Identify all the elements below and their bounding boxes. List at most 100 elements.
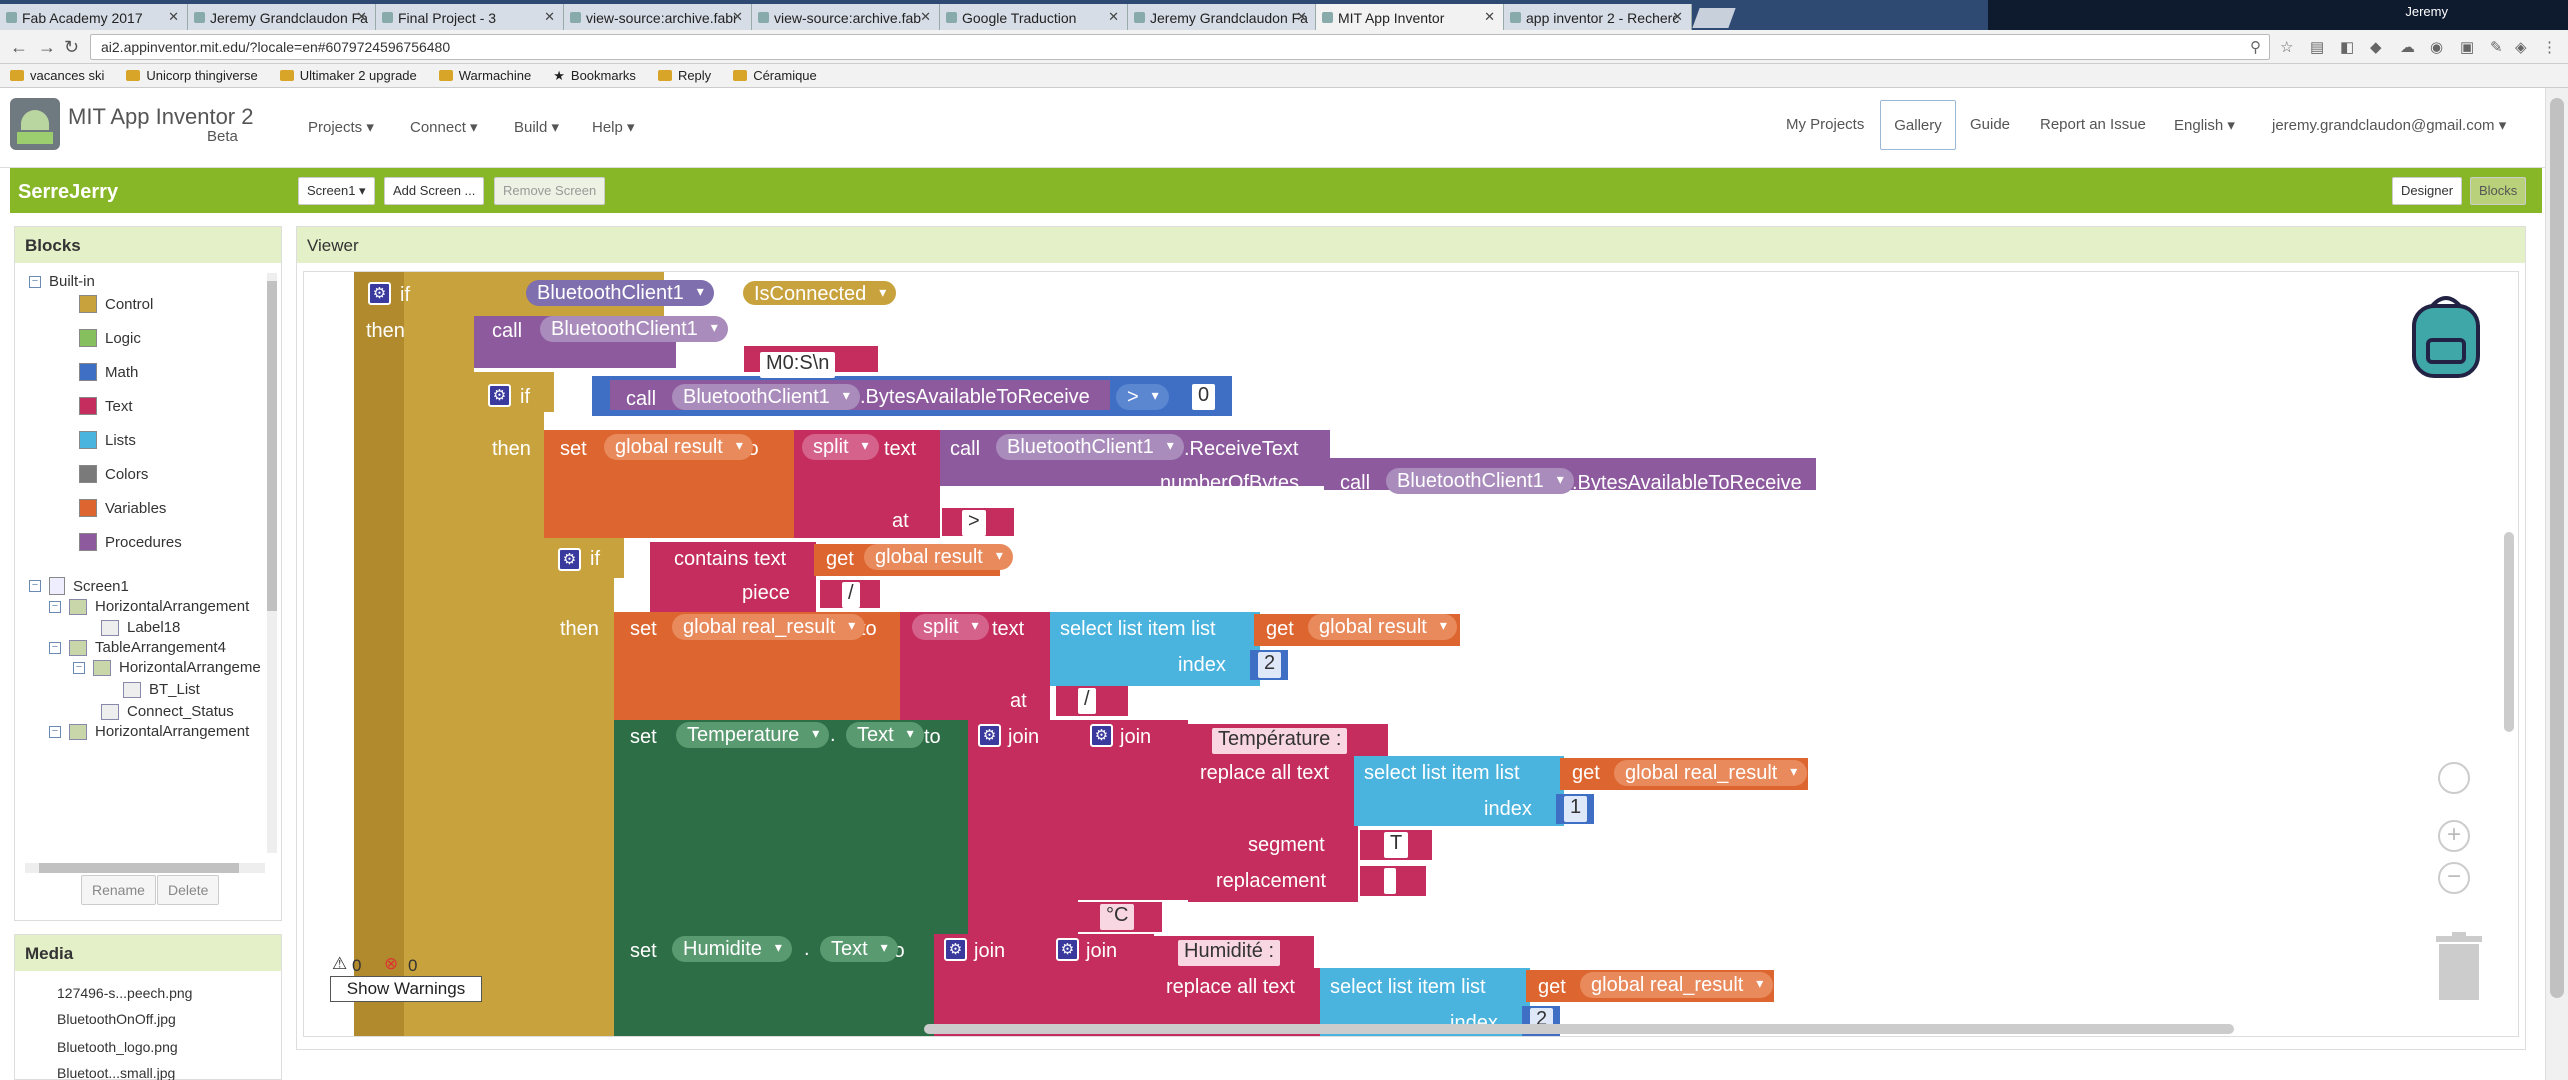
- text-string[interactable]: /: [842, 582, 860, 608]
- reload-icon[interactable]: ↻: [64, 37, 80, 57]
- inner-if-block[interactable]: [474, 372, 544, 1036]
- scrollbar-thumb[interactable]: [39, 863, 239, 873]
- account-menu[interactable]: jeremy.grandclaudon@gmail.com ▾: [2272, 117, 2507, 134]
- component-dropdown[interactable]: BluetoothClient1: [996, 434, 1184, 460]
- bookmark-item[interactable]: Ultimaker 2 upgrade: [279, 68, 417, 83]
- tab-close-icon[interactable]: ✕: [1484, 9, 1495, 24]
- property-dropdown[interactable]: Text: [846, 722, 924, 748]
- chrome-menu-icon[interactable]: ⋮: [2542, 39, 2557, 56]
- menu-build[interactable]: Build ▾: [514, 119, 560, 136]
- split-dropdown[interactable]: split: [802, 434, 879, 460]
- inner-if-header[interactable]: [474, 372, 554, 412]
- extension-icon[interactable]: ✎: [2490, 39, 2503, 56]
- workspace-vertical-scrollbar[interactable]: [2504, 532, 2514, 732]
- operator-dropdown[interactable]: >: [1116, 384, 1169, 410]
- page-scrollbar[interactable]: [2545, 88, 2568, 1080]
- report-issue-link[interactable]: Report an Issue: [2040, 116, 2146, 133]
- browser-tab[interactable]: Google Traduction ✕: [940, 4, 1128, 30]
- account-name[interactable]: Jeremy: [2405, 4, 2448, 19]
- variable-dropdown[interactable]: global result: [604, 434, 753, 460]
- category-variables[interactable]: Variables: [79, 499, 166, 517]
- tree-component[interactable]: − TableArrangement4: [49, 639, 226, 656]
- category-text[interactable]: Text: [79, 397, 133, 415]
- collapse-icon[interactable]: −: [49, 725, 61, 738]
- if-block[interactable]: [404, 272, 474, 1036]
- extension-icon[interactable]: ◆: [2370, 39, 2382, 56]
- workspace-horizontal-scrollbar[interactable]: [924, 1024, 2234, 1034]
- text-string[interactable]: T: [1384, 832, 1409, 858]
- tree-component[interactable]: − HorizontalArrangement: [49, 598, 249, 615]
- media-file[interactable]: BluetoothOnOff.jpg: [57, 1011, 176, 1027]
- browser-tab[interactable]: app inventor 2 - Recherc ✕: [1504, 4, 1692, 30]
- app-inventor-logo-icon[interactable]: [10, 98, 60, 150]
- bookmark-item[interactable]: Céramique: [733, 68, 817, 83]
- join-inner-block[interactable]: [1078, 720, 1188, 900]
- extension-icon[interactable]: ◉: [2430, 39, 2444, 56]
- number-field[interactable]: 2: [1258, 652, 1282, 678]
- menu-projects[interactable]: Projects ▾: [308, 119, 374, 136]
- tree-screen1[interactable]: − Screen1: [29, 577, 129, 595]
- tab-close-icon[interactable]: ✕: [168, 9, 179, 24]
- text-string[interactable]: Humidité :: [1178, 940, 1281, 966]
- text-string[interactable]: >: [962, 510, 986, 536]
- collapse-icon[interactable]: −: [29, 275, 41, 288]
- variable-dropdown[interactable]: global result: [1308, 614, 1457, 640]
- tab-close-icon[interactable]: ✕: [544, 9, 555, 24]
- mutator-gear-icon[interactable]: ⚙: [944, 938, 967, 961]
- tab-close-icon[interactable]: ✕: [920, 9, 931, 24]
- mutator-gear-icon[interactable]: ⚙: [1056, 938, 1079, 961]
- split-dropdown[interactable]: split: [912, 614, 989, 640]
- bookmark-item[interactable]: vacances ski: [10, 68, 104, 83]
- mutator-gear-icon[interactable]: ⚙: [1090, 724, 1113, 747]
- tab-close-icon[interactable]: ✕: [356, 9, 367, 24]
- extension-icon[interactable]: ☁: [2400, 39, 2415, 56]
- guide-link[interactable]: Guide: [1970, 116, 2011, 133]
- text-string[interactable]: Température :: [1212, 728, 1348, 754]
- language-menu[interactable]: English ▾: [2174, 117, 2235, 134]
- browser-tab[interactable]: Final Project - 3 ✕: [376, 4, 564, 30]
- browser-tab[interactable]: Fab Academy 2017 ✕: [0, 4, 188, 30]
- menu-connect[interactable]: Connect ▾: [410, 119, 478, 136]
- back-icon[interactable]: ←: [10, 37, 28, 57]
- bookmark-item[interactable]: Reply: [657, 68, 711, 83]
- category-logic[interactable]: Logic: [79, 329, 141, 347]
- property-dropdown[interactable]: Text: [820, 936, 898, 962]
- designer-button[interactable]: Designer: [2392, 177, 2463, 205]
- tree-vertical-scrollbar[interactable]: [267, 273, 277, 853]
- zoom-out-icon[interactable]: −: [2438, 862, 2470, 894]
- category-procedures[interactable]: Procedures: [79, 533, 182, 551]
- tab-close-icon[interactable]: ✕: [1108, 9, 1119, 24]
- component-dropdown[interactable]: BluetoothClient1: [540, 316, 728, 342]
- remove-screen-button[interactable]: Remove Screen: [494, 177, 606, 205]
- star-icon[interactable]: ☆: [2280, 39, 2294, 56]
- blocks-workspace[interactable]: ⚙ ⚙ ⚙ ⚙ ⚙ ⚙ ⚙ if then call text if call …: [303, 271, 2519, 1037]
- component-dropdown[interactable]: BluetoothClient1: [1386, 468, 1574, 494]
- media-file[interactable]: 127496-s...peech.png: [57, 985, 193, 1001]
- join-outer-block[interactable]: [968, 720, 1078, 934]
- variable-dropdown[interactable]: global real_result: [672, 614, 866, 640]
- text-string[interactable]: /: [1078, 688, 1096, 714]
- collapse-icon[interactable]: −: [73, 661, 85, 674]
- tab-close-icon[interactable]: ✕: [1672, 9, 1683, 24]
- mutator-gear-icon[interactable]: ⚙: [488, 384, 511, 407]
- browser-tab[interactable]: Jeremy Grandclaudon Fa ✕: [188, 4, 376, 30]
- mutator-gear-icon[interactable]: ⚙: [558, 548, 581, 571]
- collapse-icon[interactable]: −: [49, 600, 61, 613]
- nested-if-header[interactable]: [544, 538, 624, 578]
- browser-tab[interactable]: view-source:archive.fabi ✕: [564, 4, 752, 30]
- scrollbar-thumb[interactable]: [2550, 98, 2564, 998]
- collapse-icon[interactable]: −: [49, 641, 61, 654]
- show-warnings-button[interactable]: Show Warnings: [330, 976, 482, 1002]
- category-lists[interactable]: Lists: [79, 431, 136, 449]
- component-dropdown[interactable]: BluetoothClient1: [526, 280, 714, 306]
- bookmark-item[interactable]: ★ Bookmarks: [553, 67, 636, 84]
- tree-builtin[interactable]: − Built-in: [29, 273, 95, 290]
- select-list-item-block[interactable]: [1354, 756, 1564, 826]
- text-string[interactable]: M0:S\n: [760, 352, 836, 378]
- scrollbar-thumb[interactable]: [267, 281, 277, 611]
- tree-component[interactable]: − HorizontalArrangeme: [73, 659, 261, 676]
- variable-dropdown[interactable]: global result: [864, 544, 1013, 570]
- category-colors[interactable]: Colors: [79, 465, 148, 483]
- url-field[interactable]: ai2.appinventor.mit.edu/?locale=en#60797…: [90, 34, 2270, 60]
- contains-block[interactable]: [650, 542, 816, 612]
